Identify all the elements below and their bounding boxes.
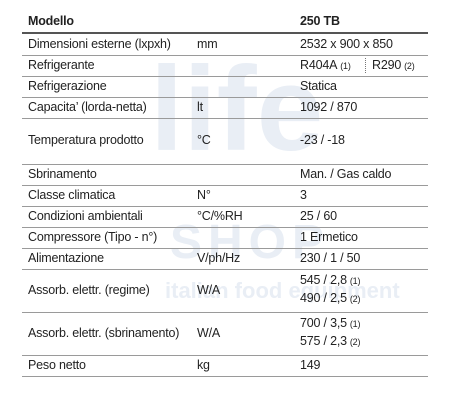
row-value: R290 (2) — [372, 58, 415, 72]
row-label: Dimensioni esterne (lxpxh) — [28, 36, 171, 51]
value-note: (1) — [349, 276, 361, 286]
row-value: Statica — [300, 79, 337, 93]
row-value: R404A (1) — [300, 58, 351, 72]
value-text: Man. / Gas caldo — [300, 166, 392, 181]
row-unit: °C — [197, 133, 211, 147]
row-label: Peso netto — [28, 357, 86, 372]
row-label: Assorb. elettr. (regime) — [28, 282, 150, 297]
row-value: -23 / -18 — [300, 133, 345, 147]
value-text: 1 Ermetico — [300, 229, 358, 244]
value-text: -23 / -18 — [300, 133, 345, 147]
value-text: 2532 x 900 x 850 — [300, 36, 393, 51]
row-value: 149 — [300, 358, 320, 372]
row-unit: W/A — [197, 325, 221, 340]
value-note: (2) — [349, 337, 361, 347]
value-note: (2) — [404, 60, 415, 71]
row-unit: kg — [197, 357, 210, 372]
value-note: (2) — [349, 294, 361, 304]
row-rule — [22, 76, 428, 77]
row-label: Refrigerazione — [28, 78, 107, 93]
row-unit: lt — [197, 99, 203, 114]
value-text: 1092 / 870 — [300, 99, 358, 114]
value-text: R404A — [300, 57, 338, 72]
row-rule — [22, 55, 428, 56]
watermark: SHOP — [170, 216, 331, 269]
row-unit: N° — [197, 187, 211, 202]
row-value: 1092 / 870 — [300, 100, 357, 114]
header-label: Modello — [28, 14, 74, 28]
row-rule — [22, 376, 428, 377]
row-value: 700 / 3,5 (1) — [300, 316, 360, 330]
row-label: Compressore (Tipo - n°) — [28, 229, 158, 244]
row-rule — [22, 269, 428, 270]
row-label: Condizioni ambientali — [28, 208, 143, 223]
row-value: 490 / 2,5 (2) — [300, 291, 360, 305]
row-label: Alimentazione — [28, 250, 104, 265]
watermark: italian food equipment — [165, 278, 400, 303]
row-label: Temperatura prodotto — [28, 133, 144, 147]
row-value: 1 Ermetico — [300, 230, 358, 244]
row-value: Man. / Gas caldo — [300, 167, 391, 181]
row-unit: mm — [197, 36, 218, 51]
header-rule — [22, 32, 428, 34]
row-label: Assorb. elettr. (sbrinamento) — [28, 325, 180, 340]
value-note: (1) — [340, 60, 351, 71]
value-divider — [365, 58, 366, 73]
row-label: Classe climatica — [28, 187, 116, 202]
row-unit: °C/%RH — [197, 208, 243, 223]
row-value: 25 / 60 — [300, 209, 337, 223]
value-text: Statica — [300, 78, 337, 93]
row-rule — [22, 227, 428, 228]
row-label: Sbrinamento — [28, 166, 97, 181]
watermark: life — [150, 42, 324, 176]
value-text: 575 / 2,3 — [300, 334, 347, 348]
row-rule — [22, 248, 428, 249]
header-value: 250 TB — [300, 14, 340, 28]
row-rule — [22, 355, 428, 356]
value-text: 230 / 1 / 50 — [300, 250, 361, 265]
value-text: 545 / 2,8 — [300, 273, 347, 287]
row-unit: W/A — [197, 282, 221, 297]
row-value: 2532 x 900 x 850 — [300, 37, 393, 51]
row-value: 545 / 2,8 (1) — [300, 273, 360, 287]
row-rule — [22, 164, 428, 165]
row-unit: V/ph/Hz — [197, 250, 241, 265]
row-rule — [22, 97, 428, 98]
row-rule — [22, 118, 428, 119]
row-rule — [22, 312, 428, 313]
value-text: 25 / 60 — [300, 208, 337, 223]
row-rule — [22, 206, 428, 207]
value-text: R290 — [372, 57, 402, 72]
row-rule — [22, 185, 428, 186]
row-label: Refrigerante — [28, 57, 95, 72]
value-note: (1) — [349, 319, 361, 329]
row-label: Capacita’ (lorda-netta) — [28, 99, 147, 114]
row-value: 3 — [300, 188, 307, 202]
row-value: 230 / 1 / 50 — [300, 251, 360, 265]
value-text: 3 — [300, 187, 307, 202]
value-text: 700 / 3,5 — [300, 316, 347, 330]
row-value: 575 / 2,3 (2) — [300, 334, 360, 348]
value-text: 490 / 2,5 — [300, 291, 347, 305]
value-text: 149 — [300, 357, 321, 372]
